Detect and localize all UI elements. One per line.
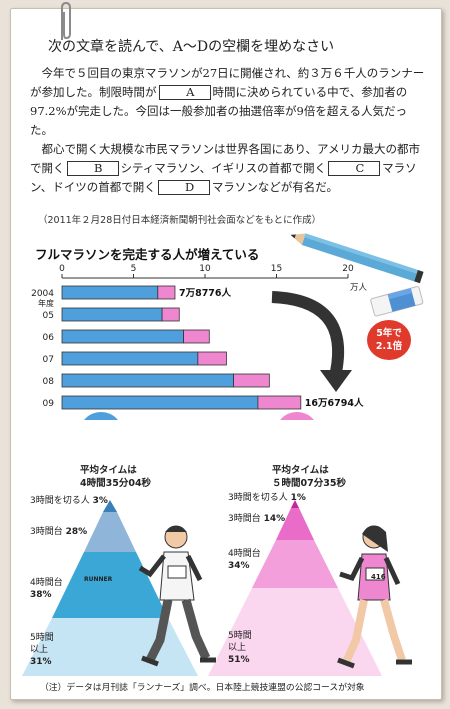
female-pyramid-tier-1	[291, 500, 299, 508]
male-circle-text: 男性 13万7075人	[76, 424, 126, 460]
category-label-3: 07	[43, 355, 54, 365]
male-tier-4: 5時間以上 31%	[30, 632, 54, 668]
male-tier-4-label-2: 以上	[30, 645, 49, 655]
x-tick-label-2: 10	[199, 264, 211, 274]
category-label-0: 2004	[31, 289, 54, 299]
male-circle	[84, 412, 118, 420]
x-axis-unit: 万人	[350, 283, 368, 293]
female-tier-4: 5時間以上 51%	[228, 630, 252, 666]
male-tier-2: 3時間台 28%	[30, 526, 87, 538]
female-tier-2: 3時間台 14%	[228, 513, 285, 525]
female-label: 女性	[287, 424, 307, 435]
category-label-4: 08	[43, 377, 55, 387]
male-tier-3-value: 38%	[30, 590, 52, 600]
female-tier-3: 4時間台 34%	[228, 548, 261, 572]
female-avg-label: 平均タイムは	[272, 465, 329, 476]
male-tier-2-value: 28%	[65, 527, 88, 537]
female-tier-3-value: 34%	[228, 561, 250, 571]
male-avg-label: 平均タイムは	[80, 465, 137, 476]
category-suffix: 年度	[38, 298, 54, 308]
male-pyramid-tier-1	[103, 500, 117, 512]
female-tier-4-value: 51%	[228, 655, 250, 665]
female-tier-2-label: 3時間台	[228, 514, 261, 524]
female-avg-value: ５時間07分35秒	[272, 478, 346, 489]
first-total-label: 7万8776人	[179, 287, 232, 299]
eraser-icon	[370, 286, 424, 317]
male-tier-4-label-1: 5時間	[30, 633, 54, 643]
male-label: 男性	[91, 424, 111, 435]
male-tier-1-value: 3%	[92, 496, 108, 506]
paragraph-1-part-a: 今年で５回目の東京マラソンが27日に開催され、約３万６千人のランナーが参加した。…	[30, 66, 425, 99]
paperclip-icon	[61, 1, 71, 40]
blank-d: D	[157, 180, 210, 195]
growth-text-1: 5年で	[376, 327, 402, 339]
bar-female-05	[161, 307, 180, 322]
x-tick-label-0: 0	[59, 264, 65, 274]
pencil-icon	[290, 233, 424, 284]
male-runner-illustration	[138, 525, 216, 667]
female-pyramid-tier-3	[252, 540, 338, 588]
male-tier-2-label: 3時間台	[30, 527, 63, 537]
male-tier-1: 3時間を切る人 3%	[30, 495, 108, 507]
growth-badge	[367, 320, 411, 360]
x-tick-label-4: 20	[342, 264, 354, 274]
male-pyramid-tier-2	[84, 512, 136, 552]
female-tier-1-label: 3時間を切る人	[228, 493, 288, 503]
category-label-5: 09	[43, 399, 55, 409]
female-tier-3-label: 4時間台	[228, 549, 261, 559]
female-count: 2万9719人	[275, 436, 319, 459]
female-tier-1-value: 1%	[290, 493, 306, 503]
paragraph-1: 今年で５回目の東京マラソンが27日に開催され、約３万６千人のランナーが参加した。…	[30, 64, 425, 140]
chart-title: フルマラソンを完走する人が増えている	[35, 247, 260, 262]
category-label-2: 06	[43, 333, 55, 343]
female-tier-1: 3時間を切る人 1%	[228, 492, 306, 504]
paragraph-2-part-b: シティマラソン、イギリスの首都で開く	[120, 161, 327, 175]
female-circle-text: 女性 2万9719人	[272, 424, 322, 460]
female-runner-illustration	[337, 525, 412, 669]
paragraph-2-part-c: マラソン、ドイツの首都で開く	[30, 161, 417, 194]
male-avg-value: 4時間35分04秒	[80, 478, 152, 489]
male-bib-text: RUNNER	[84, 576, 113, 583]
bar-female-08	[233, 373, 270, 388]
female-circle	[280, 412, 314, 420]
paragraph-2-part-d: マラソンなどが有名だ。	[211, 180, 338, 194]
female-tier-2-value: 14%	[263, 514, 286, 524]
male-tier-4-value: 31%	[30, 657, 52, 667]
bar-female-06	[183, 329, 210, 344]
bar-female-09	[257, 395, 302, 410]
male-average-time: 平均タイムは 4時間35分04秒	[80, 464, 151, 490]
source-citation: （2011年２月28日付日本経済新聞朝刊社会面などをもとに作成）	[38, 215, 322, 226]
female-tier-4-label-2: 以上	[228, 643, 247, 653]
blank-b: B	[66, 161, 119, 176]
female-average-time: 平均タイムは ５時間07分35秒	[272, 464, 346, 490]
female-bib-text: 416	[371, 573, 386, 581]
male-tier-3-label: 4時間台	[30, 578, 63, 588]
category-label-1: 05	[43, 311, 54, 321]
footnote: （注）データは月刊誌「ランナーズ」調べ。日本陸上競技連盟の公認コースが対象	[40, 683, 365, 693]
male-count: 13万7075人	[76, 436, 126, 459]
bar-female-07	[197, 351, 227, 366]
female-tier-4-label-1: 5時間	[228, 631, 252, 641]
female-pyramid-tier-2	[276, 508, 314, 540]
paragraph-1-part-b: 時間に決められている中で、参加者の97.2%が完走した。今回は一般参加者の抽選倍…	[30, 85, 408, 137]
male-tier-1-label: 3時間を切る人	[30, 496, 90, 506]
blank-c: C	[328, 161, 381, 176]
paragraph-2: 都心で開く大規模な市民マラソンは世界各国にあり、アメリカ最大の都市で開く B シティ…	[30, 140, 425, 197]
female-pyramid-tier-4	[208, 588, 382, 676]
male-tier-3: 4時間台 38%	[30, 577, 63, 601]
x-tick-label-1: 5	[131, 264, 137, 274]
last-total-label: 16万6794人	[305, 397, 364, 409]
question-title: 次の文章を読んで、A〜Dの空欄を埋めなさい	[48, 39, 335, 55]
bar-female-2004	[157, 285, 176, 300]
growth-text-2: 2.1倍	[376, 340, 403, 352]
blank-a: A	[158, 85, 211, 100]
paragraph-2-part-a: 都心で開く大規模な市民マラソンは世界各国にあり、アメリカ最大の都市で開く	[30, 142, 420, 175]
male-pyramid-tier-3	[52, 552, 168, 618]
passage: 今年で５回目の東京マラソンが27日に開催され、約３万６千人のランナーが参加した。…	[30, 64, 425, 197]
growth-arrow-head	[320, 370, 352, 392]
growth-arrow-shaft	[271, 291, 345, 374]
x-tick-label-3: 15	[271, 264, 282, 274]
